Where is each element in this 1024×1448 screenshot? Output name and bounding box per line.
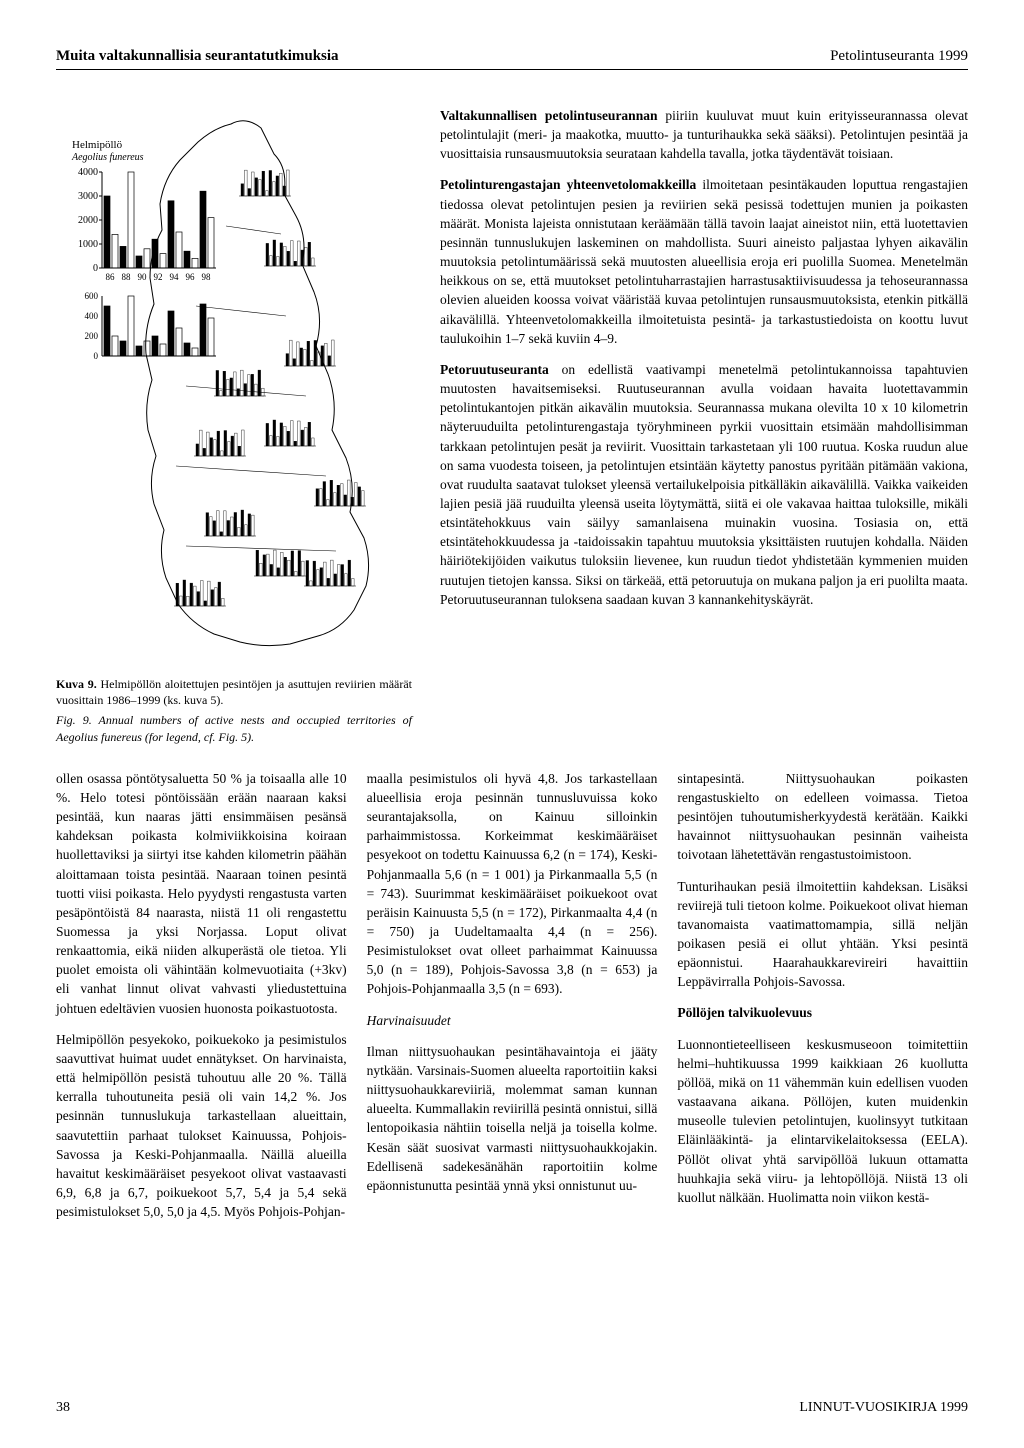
caption-fi: Kuva 9. Kuva 9. Helmipöllön aloitettujen… xyxy=(56,676,412,708)
c1p2: Helmipöllön pesyekoko, poikuekoko ja pes… xyxy=(56,1030,347,1222)
svg-text:1000: 1000 xyxy=(78,239,98,250)
c2p2: Ilman niittysuohaukan pesintähavaintoja … xyxy=(367,1042,658,1195)
svg-text:400: 400 xyxy=(85,311,99,321)
species-fi: Helmipöllö xyxy=(72,139,123,151)
page-number: 38 xyxy=(56,1400,70,1416)
svg-text:94: 94 xyxy=(170,272,180,282)
c2p1: maalla pesimistulos oli hyvä 4,8. Jos ta… xyxy=(367,769,658,999)
footer-right: LINNUT-VUOSIKIRJA 1999 xyxy=(799,1400,968,1416)
header-left: Muita valtakunnallisia seurantatutkimuks… xyxy=(56,48,339,65)
c3p1: sintapesintä. Niittysuohaukan poikasten … xyxy=(677,769,968,865)
species-la: Aegolius funereus xyxy=(71,152,144,163)
svg-text:90: 90 xyxy=(138,272,148,282)
svg-text:0: 0 xyxy=(94,351,99,361)
header-right: Petolintuseuranta 1999 xyxy=(830,48,968,65)
lower-col-1: ollen osassa pöntötysaluetta 50 % ja toi… xyxy=(56,769,347,1234)
svg-text:88: 88 xyxy=(122,272,132,282)
svg-text:86: 86 xyxy=(106,272,116,282)
para-3: Petoruutuseuranta on edellistä vaativamp… xyxy=(440,360,968,609)
svg-text:4000: 4000 xyxy=(78,167,98,178)
lower-col-2: maalla pesimistulos oli hyvä 4,8. Jos ta… xyxy=(367,769,658,1234)
c1p1: ollen osassa pöntötysaluetta 50 % ja toi… xyxy=(56,769,347,1018)
c3p2: Tunturihaukan pesiä ilmoitettiin kahdeks… xyxy=(677,877,968,992)
caption-en: Fig. 9. Annual numbers of active nests a… xyxy=(56,712,412,744)
svg-text:3000: 3000 xyxy=(78,191,98,202)
subhead-harvinaisuudet: Harvinaisuudet xyxy=(367,1011,658,1030)
page-header: Muita valtakunnallisia seurantatutkimuks… xyxy=(56,48,968,70)
svg-text:0: 0 xyxy=(93,263,98,274)
svg-text:600: 600 xyxy=(85,291,99,301)
page-footer: 38 LINNUT-VUOSIKIRJA 1999 xyxy=(56,1400,968,1416)
c3p3: Luonnontieteelliseen keskusmuseoon toimi… xyxy=(677,1035,968,1207)
svg-text:200: 200 xyxy=(85,331,99,341)
lower-col-3: sintapesintä. Niittysuohaukan poikasten … xyxy=(677,769,968,1234)
svg-text:96: 96 xyxy=(186,272,196,282)
svg-text:92: 92 xyxy=(154,272,163,282)
svg-text:98: 98 xyxy=(202,272,212,282)
figure-caption: Kuva 9. Kuva 9. Helmipöllön aloitettujen… xyxy=(56,676,412,745)
lower-columns: ollen osassa pöntötysaluetta 50 % ja toi… xyxy=(56,769,968,1234)
figure-9: Helmipöllö Aegolius funereus 01000200030… xyxy=(56,106,412,666)
subhead-pollojen: Pöllöjen talvikuolevuus xyxy=(677,1003,968,1022)
para-2: Petolinturengastajan yhteenvetolomakkeil… xyxy=(440,175,968,347)
svg-text:2000: 2000 xyxy=(78,215,98,226)
para-1: Valtakunnallisen petolintuseurannan piir… xyxy=(440,106,968,163)
body-text: Valtakunnallisen petolintuseurannan piir… xyxy=(440,106,968,745)
